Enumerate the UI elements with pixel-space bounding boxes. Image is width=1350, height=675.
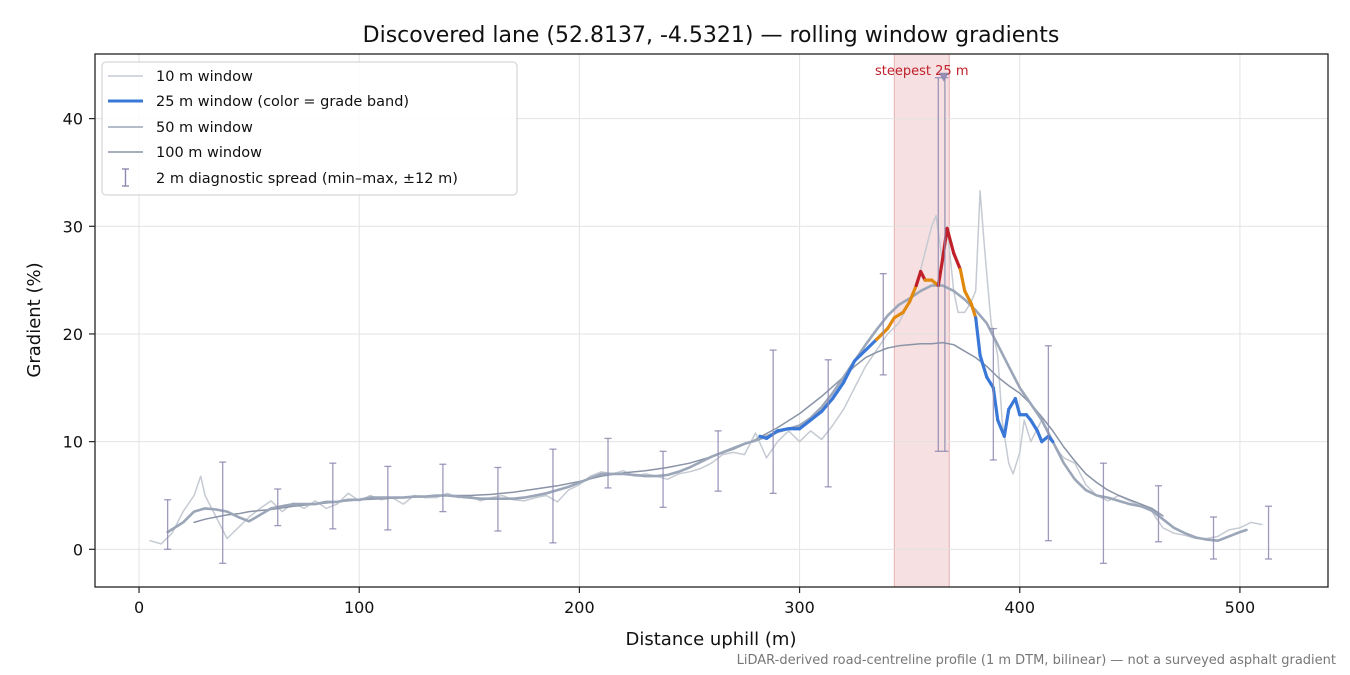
error-bar xyxy=(274,488,282,527)
series-segment-25m xyxy=(1035,429,1044,444)
error-bar xyxy=(1154,485,1162,543)
y-axis-ticks: 0 10 20 30 40 xyxy=(63,110,95,559)
x-tick-label: 200 xyxy=(564,598,595,617)
series-segment-25m xyxy=(1002,407,1011,438)
series-segment-25m xyxy=(936,256,945,288)
error-bar xyxy=(1044,345,1052,542)
legend-label-25m: 25 m window (color = grade band) xyxy=(156,94,409,110)
legend-box xyxy=(101,61,518,196)
legend-label-errorbar: 2 m diagnostic spread (min–max, ±12 m) xyxy=(156,171,458,187)
series-line-10m xyxy=(149,189,1263,545)
y-tick-label: 20 xyxy=(63,325,83,344)
series-segment-25m xyxy=(830,380,846,401)
series-segment-25m xyxy=(974,316,982,358)
error-bar xyxy=(439,463,447,513)
series-segment-25m xyxy=(764,429,780,441)
error-bar xyxy=(879,273,887,376)
series-segment-25m xyxy=(819,396,835,414)
series-segment-25m xyxy=(808,409,824,422)
x-tick-label: 500 xyxy=(1225,598,1256,617)
series-lines xyxy=(149,189,1263,545)
error-bar xyxy=(494,466,502,532)
series-segment-25m xyxy=(1046,434,1055,444)
footnote: LiDAR-derived road-centreline profile (1… xyxy=(737,653,1336,668)
legend: 10 m window 25 m window (color = grade b… xyxy=(101,61,518,196)
series-segment-25m xyxy=(919,269,927,282)
series-segment-25m xyxy=(958,267,967,293)
plot-frame xyxy=(94,53,1329,588)
legend-label-100m: 100 m window xyxy=(156,145,262,161)
series-segment-25m xyxy=(892,310,905,320)
error-bars xyxy=(164,77,1273,564)
error-bar xyxy=(989,327,997,461)
series-segment-25m xyxy=(853,348,868,363)
series-segment-25m xyxy=(952,251,962,271)
series-line-50m xyxy=(166,284,1248,543)
series-line-100m xyxy=(193,341,1164,524)
series-segment-25m xyxy=(901,300,912,315)
series-segment-25m xyxy=(914,269,923,288)
error-bar xyxy=(1210,516,1218,560)
error-bar xyxy=(384,465,392,531)
series-segment-25m xyxy=(991,386,1000,422)
legend-label-50m: 50 m window xyxy=(156,120,253,136)
x-axis-title: Distance uphill (m) xyxy=(626,629,797,650)
y-tick-label: 30 xyxy=(63,217,83,236)
y-axis-title: Gradient (%) xyxy=(24,262,45,377)
error-bar xyxy=(329,462,337,530)
series-segment-25m xyxy=(797,418,813,431)
x-tick-label: 0 xyxy=(134,598,144,617)
steepest-band xyxy=(893,53,950,588)
steepest-marker xyxy=(938,72,949,82)
series-segment-25m xyxy=(1029,418,1039,433)
steepest-window-highlight: steepest 25 m xyxy=(875,53,969,588)
series-segment-25m xyxy=(842,359,857,385)
legend-swatch-errorbar xyxy=(122,168,129,187)
error-bar xyxy=(219,461,227,564)
error-bar xyxy=(549,448,557,544)
x-tick-label: 400 xyxy=(1004,598,1035,617)
steepest-marker-triangle xyxy=(938,72,949,82)
error-bar xyxy=(769,349,777,494)
series-segment-25m xyxy=(963,289,973,306)
x-tick-label: 300 xyxy=(784,598,815,617)
error-bar xyxy=(1099,462,1107,564)
chart-title: Discovered lane (52.8137, -4.5321) — rol… xyxy=(363,23,1060,48)
y-tick-label: 40 xyxy=(63,110,83,129)
series-segment-25m xyxy=(908,283,918,304)
error-bar xyxy=(934,77,942,452)
y-tick-label: 0 xyxy=(73,540,83,559)
series-segment-25m xyxy=(945,226,956,255)
x-axis-ticks: 0 100 200 300 400 500 xyxy=(134,587,1255,617)
series-segment-25m xyxy=(875,326,890,341)
series-segment-25m xyxy=(886,316,896,331)
series-segment-25m xyxy=(969,302,978,320)
error-bar xyxy=(604,437,612,489)
y-tick-label: 10 xyxy=(63,433,83,452)
error-bar xyxy=(714,430,722,492)
error-bar xyxy=(824,359,832,488)
series-segment-25m xyxy=(1013,396,1022,417)
series-segment-25m xyxy=(775,427,791,433)
error-bar xyxy=(659,450,667,508)
series-segment-25m xyxy=(978,353,989,379)
steepest-label: steepest 25 m xyxy=(875,64,968,79)
legend-label-10m: 10 m window xyxy=(156,69,253,85)
error-bar xyxy=(164,499,172,550)
series-segment-25m xyxy=(985,375,995,390)
error-bar xyxy=(1265,505,1273,560)
series-segment-25m xyxy=(864,337,879,352)
x-tick-label: 100 xyxy=(344,598,375,617)
